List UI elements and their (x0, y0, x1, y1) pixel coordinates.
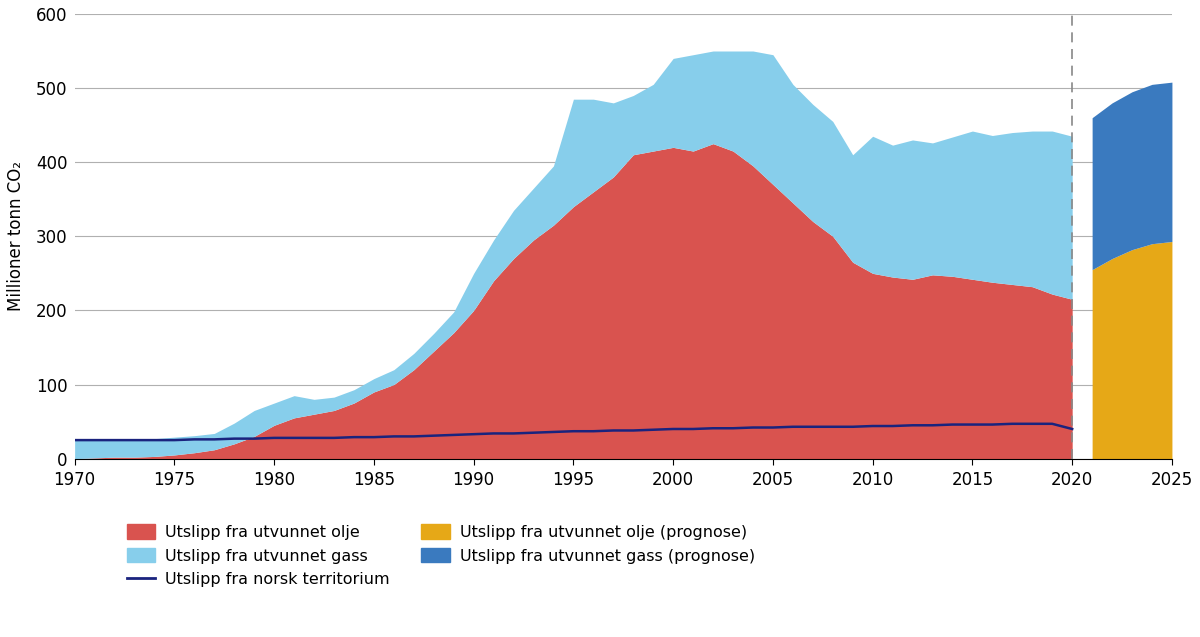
Y-axis label: Millioner tonn CO₂: Millioner tonn CO₂ (7, 161, 25, 311)
Legend: Utslipp fra utvunnet olje, Utslipp fra utvunnet gass, Utslipp fra norsk territor: Utslipp fra utvunnet olje, Utslipp fra u… (126, 524, 755, 587)
